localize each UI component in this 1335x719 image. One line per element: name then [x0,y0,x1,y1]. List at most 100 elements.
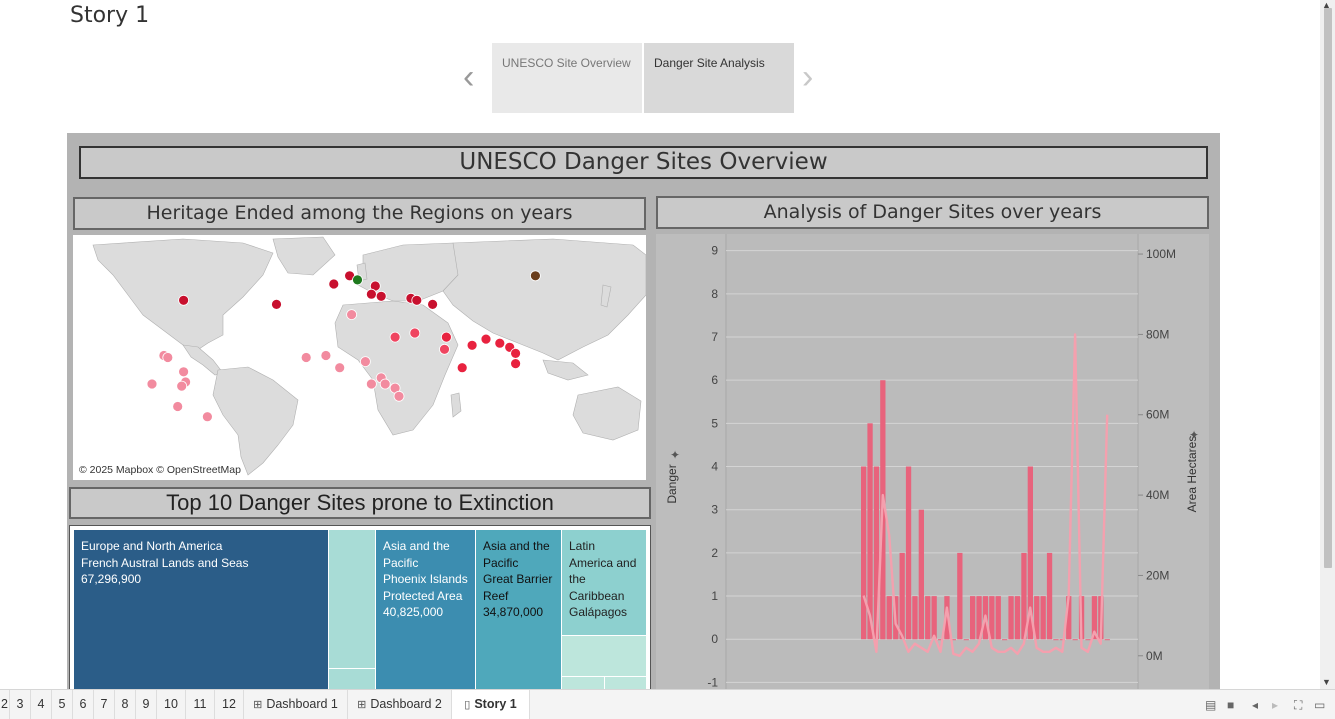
map-site-point[interactable] [411,294,423,306]
scroll-thumb[interactable] [1324,8,1332,568]
map-site-point[interactable] [510,348,522,359]
danger-bar[interactable] [995,596,1001,640]
treemap-cell-french-austral[interactable]: Europe and North America French Austral … [74,530,328,689]
map-site-point[interactable] [379,378,391,390]
area-hectares-line[interactable] [862,333,1109,657]
danger-bar[interactable] [925,596,931,640]
danger-bar[interactable] [873,466,880,640]
pin-icon[interactable]: ✦ [1189,428,1199,442]
map-site-point[interactable] [439,343,450,355]
danger-sites-chart[interactable]: 9 8 7 6 5 4 3 2 1 0 -1 100M 80M 60M 40M 20M 0M Danger Area… [656,234,1209,689]
pin-icon[interactable]: ✦ [670,448,680,462]
danger-bar[interactable] [931,596,937,640]
danger-bar[interactable] [1034,596,1040,640]
danger-bar[interactable] [989,596,995,640]
show-tabs-icon[interactable]: ■ [1227,698,1235,712]
sheet-tab-dashboard-2[interactable]: ⊞ Dashboard 2 [348,690,452,719]
map-site-point[interactable] [427,299,439,310]
danger-bar[interactable] [950,639,956,641]
next-sheet-icon[interactable]: ▸ [1272,698,1279,712]
vertical-scrollbar[interactable]: ▲ ▼ [1320,0,1335,689]
map-site-point[interactable] [352,274,363,286]
map-site-point[interactable] [480,333,492,345]
danger-bar[interactable] [970,596,976,640]
danger-bar[interactable] [1072,639,1078,641]
map-site-point[interactable] [409,327,421,339]
map-site-point[interactable] [456,362,468,374]
danger-bar[interactable] [957,552,963,640]
map-site-point[interactable] [201,411,213,423]
sheet-tab[interactable]: 3 [10,690,31,719]
sheet-tab[interactable]: 7 [94,690,115,719]
danger-bar[interactable] [1008,596,1014,640]
danger-bar[interactable] [861,466,867,640]
map-site-point[interactable] [440,331,452,343]
map-site-point[interactable] [172,401,184,412]
story-point-danger-analysis[interactable]: Danger Site Analysis [644,43,794,113]
treemap-cell[interactable] [329,530,375,668]
danger-bar[interactable] [1021,552,1027,640]
danger-bar[interactable] [1002,639,1008,641]
story-point-site-overview[interactable]: UNESCO Site Overview [492,43,642,113]
scroll-down-icon[interactable]: ▼ [1322,677,1331,687]
danger-bar[interactable] [937,639,944,641]
sheet-tab[interactable]: 12 [215,690,244,719]
danger-bar[interactable] [867,423,873,640]
danger-bar[interactable] [899,552,905,640]
sheet-tab-story-1[interactable]: ▯ Story 1 [452,690,530,719]
map-site-point[interactable] [146,378,158,390]
map-site-point[interactable] [178,366,189,378]
treemap-cell-great-barrier-reef[interactable]: Asia and the Pacific Great Barrier Reef … [476,530,561,689]
sheet-tab[interactable]: 9 [136,690,157,719]
map-site-point[interactable] [320,350,332,361]
sheet-tab[interactable]: 4 [31,690,52,719]
show-filmstrip-icon[interactable]: ▤ [1205,698,1217,712]
danger-bar[interactable] [1027,466,1033,640]
sheet-tab-dashboard-1[interactable]: ⊞ Dashboard 1 [244,690,348,719]
danger-bar[interactable] [905,466,912,640]
danger-bar[interactable] [1059,639,1065,641]
map-site-point[interactable] [176,380,188,392]
map-site-point[interactable] [178,294,189,306]
map-site-point[interactable] [466,339,478,351]
danger-bar[interactable] [886,596,892,640]
map-site-point[interactable] [393,390,405,402]
danger-bar[interactable] [1014,596,1021,640]
treemap-cell-phoenix-islands[interactable]: Asia and the Pacific Phoenix Islands Pro… [376,530,475,689]
sheet-tab[interactable]: 5 [52,690,73,719]
treemap-cell[interactable] [562,677,604,689]
map-site-point[interactable] [162,352,174,363]
map-site-point[interactable] [328,278,340,290]
danger-bar[interactable] [912,596,918,640]
map-site-point[interactable] [300,352,312,363]
map-site-point[interactable] [494,337,506,349]
treemap-cell[interactable] [605,677,646,689]
map-site-point[interactable] [334,362,346,374]
map-site-point[interactable] [359,356,371,367]
chevron-right-icon[interactable]: › [802,58,814,96]
danger-bar[interactable] [1040,596,1046,640]
sheet-tab[interactable]: 6 [73,690,94,719]
treemap-cell[interactable] [562,636,646,676]
fullscreen-icon[interactable]: ⛶ [1294,698,1303,712]
treemap-cell[interactable] [329,669,375,689]
map-site-point[interactable] [389,331,401,343]
map-site-point[interactable] [529,270,541,282]
map-site-point[interactable] [375,290,387,302]
danger-bar[interactable] [1104,639,1110,641]
sheet-tab[interactable]: 8 [115,690,136,719]
chevron-left-icon[interactable]: ‹ [463,58,475,96]
previous-sheet-icon[interactable]: ◂ [1252,698,1259,712]
danger-bar[interactable] [1085,639,1091,641]
danger-bar[interactable] [944,596,950,640]
map-site-point[interactable] [510,358,522,370]
danger-bar[interactable] [1046,552,1053,640]
presentation-mode-icon[interactable]: ▭ [1314,698,1326,712]
map-site-point[interactable] [346,309,358,320]
danger-bar[interactable] [976,596,982,640]
map-site-point[interactable] [365,378,377,390]
danger-bar[interactable] [1053,639,1059,641]
danger-bar[interactable] [963,639,969,641]
sheet-tab[interactable]: 10 [157,690,186,719]
sheet-tab[interactable]: 11 [186,690,215,719]
